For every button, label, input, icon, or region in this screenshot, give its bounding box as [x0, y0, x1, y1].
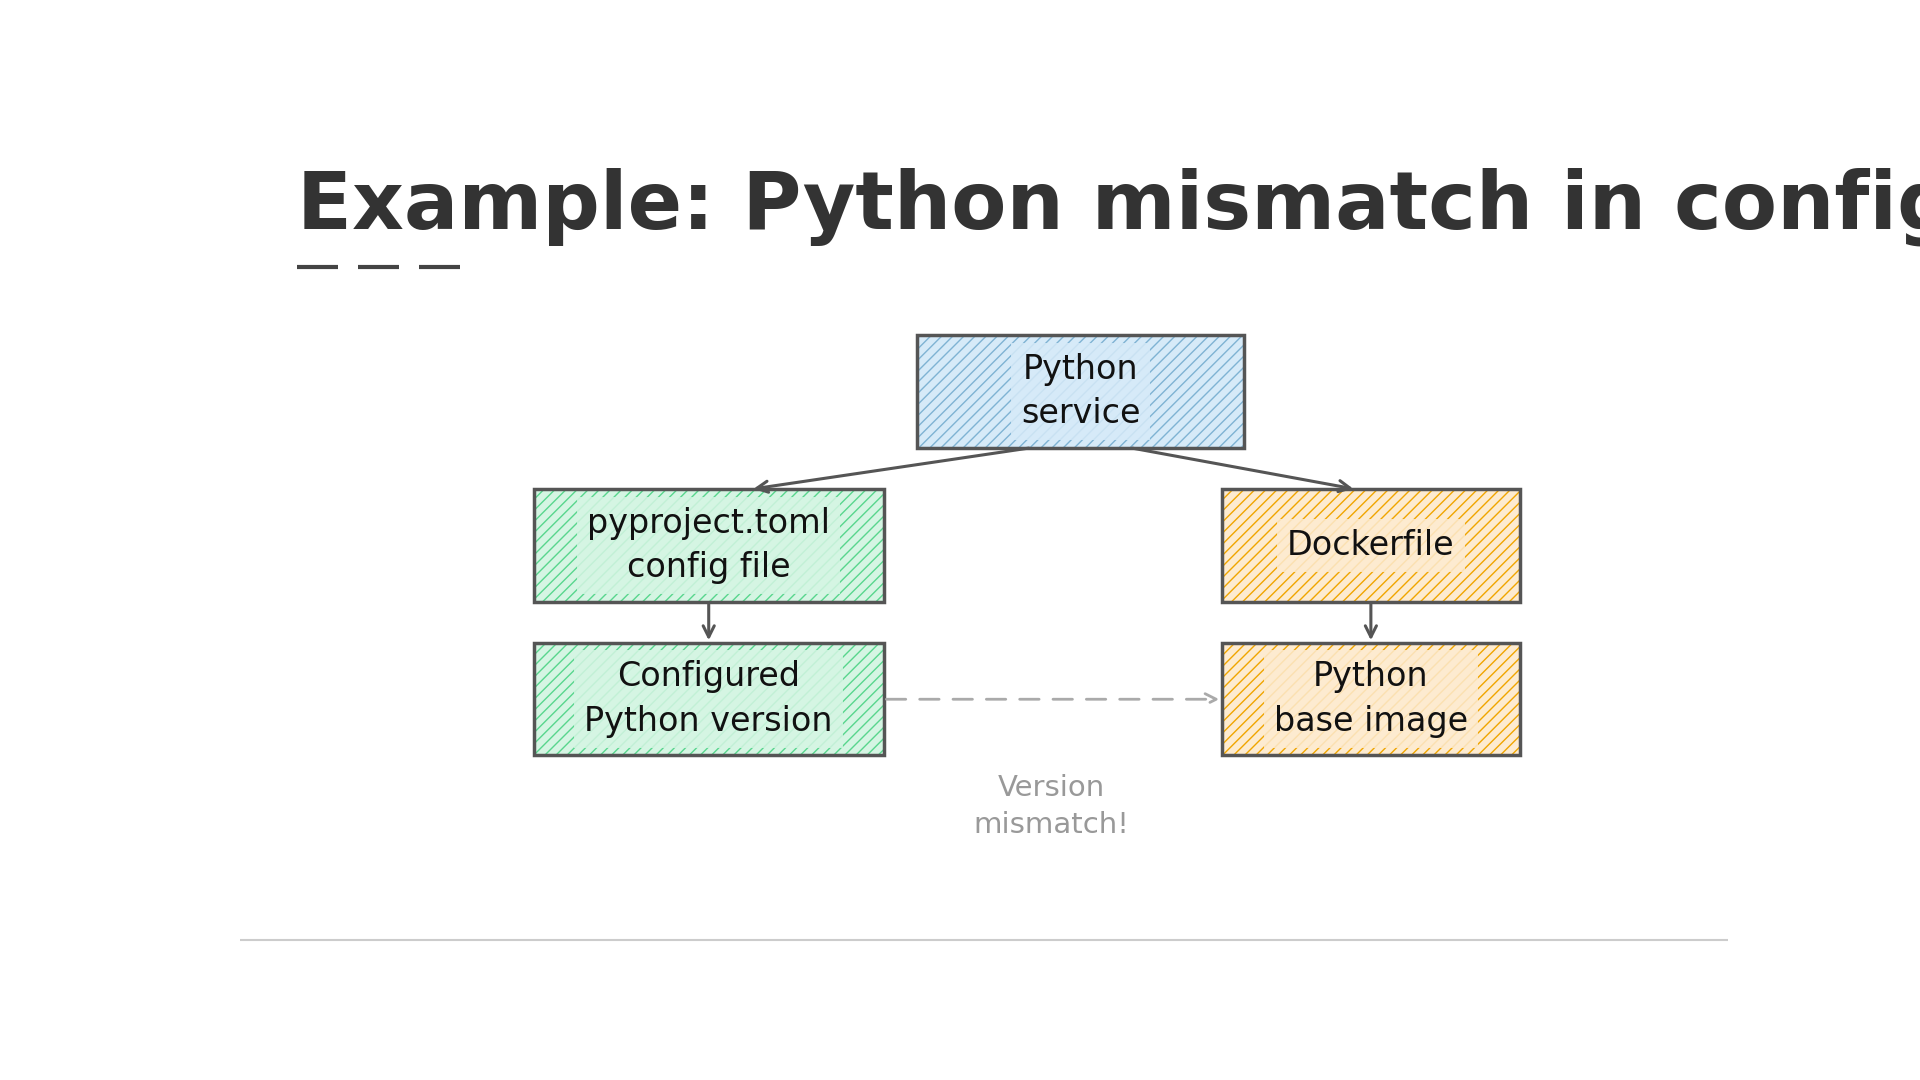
Bar	[918, 336, 1244, 448]
Text: Python
service: Python service	[1021, 353, 1140, 431]
Text: Example: Python mismatch in config vs Dockerfile: Example: Python mismatch in config vs Do…	[296, 167, 1920, 245]
Bar	[1221, 643, 1521, 755]
Text: Dockerfile: Dockerfile	[1286, 529, 1455, 562]
Bar	[1221, 489, 1521, 602]
Bar	[918, 336, 1244, 448]
Text: Configured
Python version: Configured Python version	[584, 660, 833, 738]
Bar	[534, 489, 883, 602]
Bar	[1221, 489, 1521, 602]
Text: Version
mismatch!: Version mismatch!	[973, 774, 1129, 839]
Bar	[534, 643, 883, 755]
Bar	[534, 643, 883, 755]
Text: pyproject.toml
config file: pyproject.toml config file	[588, 507, 829, 584]
Bar	[1221, 643, 1521, 755]
Bar	[1221, 489, 1521, 602]
Bar	[918, 336, 1244, 448]
Bar	[534, 489, 883, 602]
Text: Python
base image: Python base image	[1273, 660, 1469, 738]
Bar	[534, 489, 883, 602]
Bar	[534, 643, 883, 755]
Bar	[1221, 643, 1521, 755]
